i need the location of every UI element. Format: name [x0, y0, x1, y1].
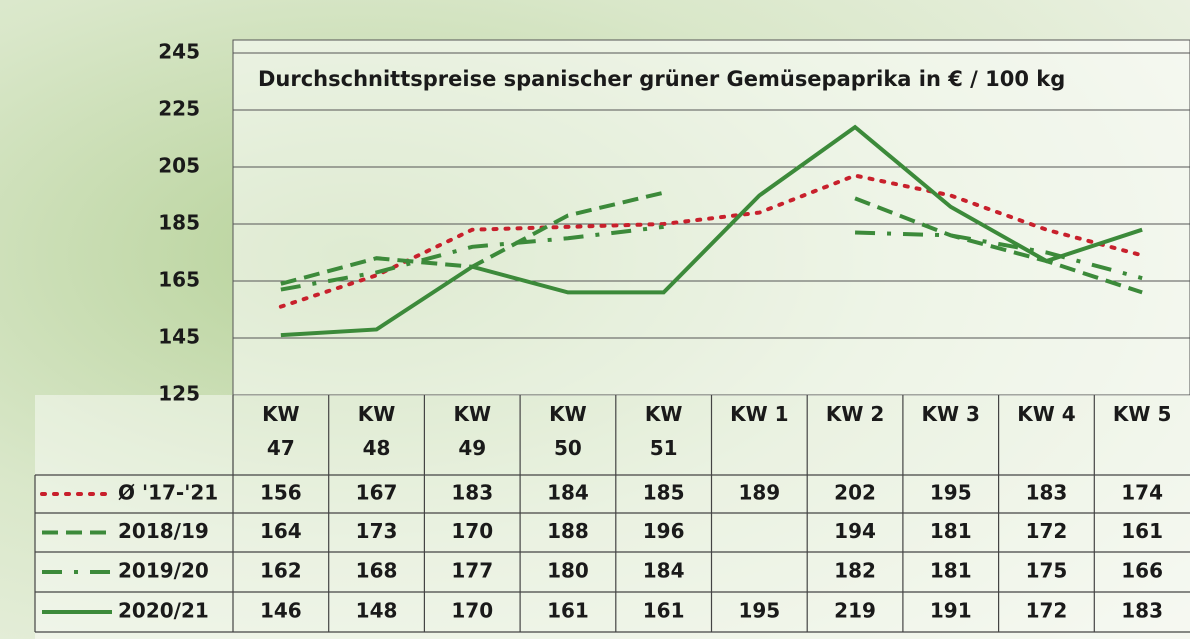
y-tick-label: 205: [158, 154, 200, 178]
legend-label: 2019/20: [118, 559, 209, 583]
series-line: [854, 230, 1143, 281]
table-value: 161: [547, 599, 589, 623]
table-value: 181: [930, 559, 972, 583]
table-value: 170: [451, 519, 493, 543]
table-value: 173: [356, 519, 398, 543]
table-value: 162: [260, 559, 302, 583]
series-line: [280, 224, 664, 292]
series-line: [854, 196, 1143, 295]
x-tick-label-box: KW 2: [825, 402, 885, 426]
x-tick-label-box: KW 5: [1112, 402, 1172, 426]
table-value: 148: [356, 599, 398, 623]
table-value: 172: [1026, 599, 1068, 623]
table-value: 175: [1026, 559, 1068, 583]
table-value: 177: [451, 559, 493, 583]
y-tick-label: 225: [158, 97, 200, 121]
table-value: 191: [930, 599, 972, 623]
x-tick-label-box: KW 51: [644, 402, 683, 460]
y-tick-label: 165: [158, 268, 200, 292]
table-value: 219: [834, 599, 876, 623]
series-line: [280, 124, 1143, 338]
legend-label: Ø '17-'21: [118, 481, 218, 505]
table-value: 146: [260, 599, 302, 623]
table-value: 181: [930, 519, 972, 543]
table-value: 156: [260, 481, 302, 505]
series-line: [278, 173, 1145, 309]
x-tick-label: KW 3: [921, 402, 980, 426]
table-value: 168: [356, 559, 398, 583]
table-value: 202: [834, 481, 876, 505]
table-value: 184: [643, 559, 685, 583]
x-tick-label: KW 4: [1017, 402, 1076, 426]
x-tick-label-box: KW 47: [262, 402, 300, 460]
table-area: [35, 395, 1190, 639]
y-tick-label: 185: [158, 211, 200, 235]
x-tick-label: KW 47: [262, 402, 300, 460]
y-tick-label: 145: [158, 325, 200, 349]
x-tick-label: KW 2: [825, 402, 885, 426]
x-tick-label-box: KW 49: [453, 402, 492, 460]
legend-label: 2020/21: [118, 599, 209, 623]
table-value: 166: [1121, 559, 1163, 583]
legend-label: 2018/19: [118, 519, 209, 543]
table-value: 174: [1121, 481, 1163, 505]
chart-title: Durchschnittspreise spanischer grüner Ge…: [258, 67, 1065, 91]
table-value: 172: [1026, 519, 1068, 543]
y-tick-label: 245: [158, 40, 200, 64]
x-tick-label-box: KW 50: [549, 402, 587, 460]
x-tick-label: KW 50: [549, 402, 587, 460]
x-tick-label: KW 51: [644, 402, 683, 460]
table-value: 195: [738, 599, 780, 623]
table-value: 161: [643, 599, 685, 623]
table-value: 183: [1026, 481, 1068, 505]
table-value: 182: [834, 559, 876, 583]
table-value: 184: [547, 481, 589, 505]
table-value: 161: [1121, 519, 1163, 543]
y-tick-label: 125: [158, 382, 200, 406]
table-value: 180: [547, 559, 589, 583]
x-tick-label-box: KW 48: [357, 402, 396, 460]
x-tick-label: KW 48: [357, 402, 396, 460]
x-tick-label-box: KW 3: [921, 402, 980, 426]
table-value: 183: [1121, 599, 1163, 623]
table-value: 189: [738, 481, 780, 505]
table-value: 167: [356, 481, 398, 505]
table-value: 188: [547, 519, 589, 543]
table-value: 195: [930, 481, 972, 505]
table-value: 194: [834, 519, 876, 543]
table-value: 185: [643, 481, 685, 505]
x-tick-label-box: KW 4: [1017, 402, 1076, 426]
x-tick-label: KW 49: [453, 402, 492, 460]
x-tick-label: KW 1: [730, 402, 789, 426]
table-value: 164: [260, 519, 302, 543]
table-value: 170: [451, 599, 493, 623]
table-value: 196: [643, 519, 685, 543]
table-value: 183: [451, 481, 493, 505]
x-tick-label: KW 5: [1112, 402, 1172, 426]
x-tick-label-box: KW 1: [730, 402, 789, 426]
